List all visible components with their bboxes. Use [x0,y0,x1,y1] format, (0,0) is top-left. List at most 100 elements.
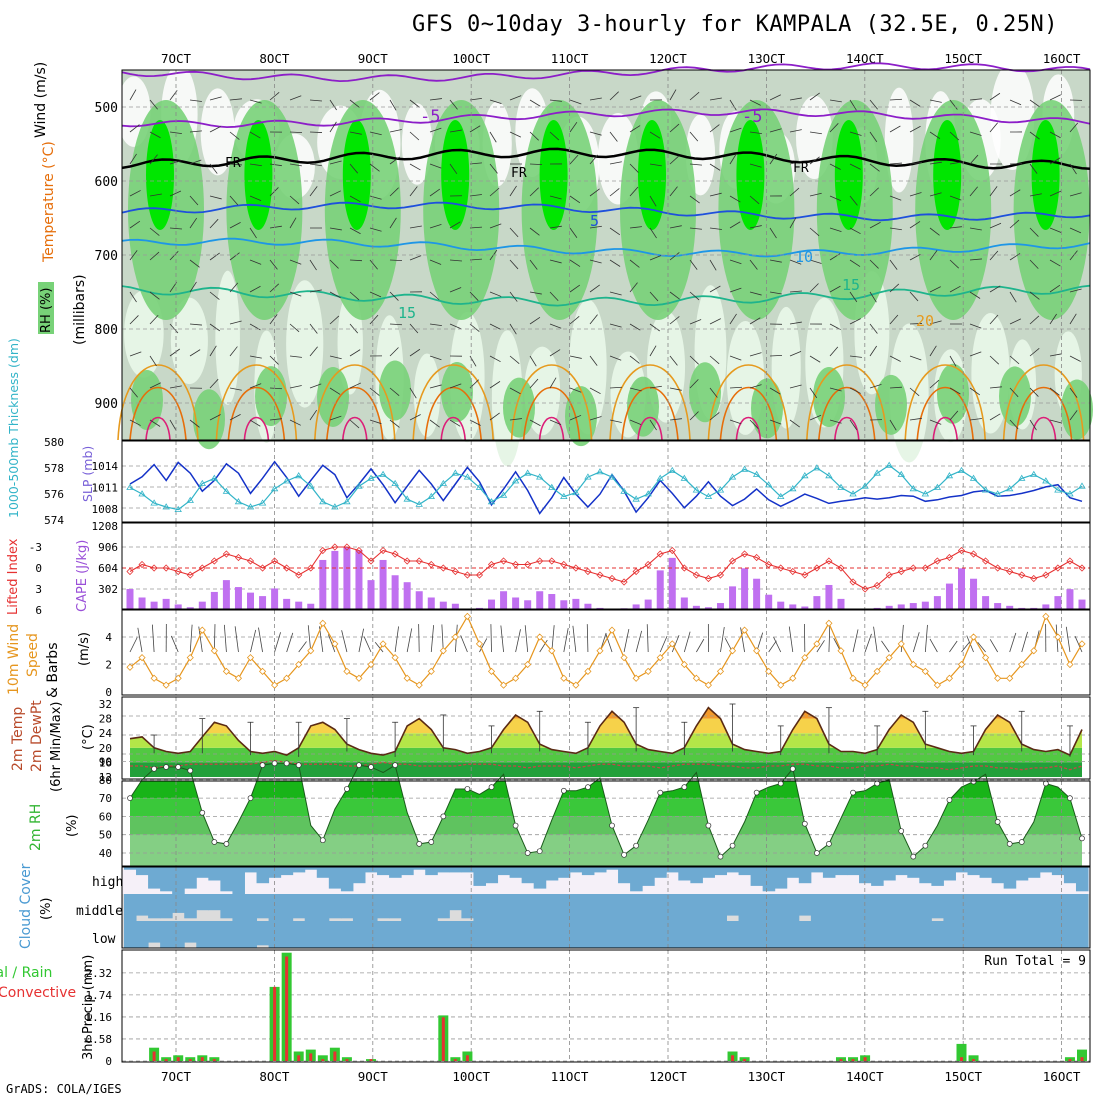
cloud-bar [569,894,583,921]
wind-speed-marker [897,640,905,648]
contour-label: 15 [842,276,860,294]
wind-barb [869,131,878,143]
wind-barb [229,346,238,357]
wind-barb [789,321,802,325]
cape-bar [198,601,206,610]
cloud-bar [304,894,318,921]
cape-bar [656,570,664,610]
wind-barb [929,161,942,165]
cloud-bar [618,921,631,948]
wind-barb [209,218,219,229]
wind-speed-marker [957,660,966,669]
wind-barb [1069,288,1082,293]
wind-speed-marker [307,647,315,655]
slp-tick: 1014 [92,460,119,473]
wind-barb [789,259,802,265]
cloud-bar [798,921,812,948]
thickness-marker [270,485,279,492]
wind-barb [929,250,938,261]
lifted-index-marker [258,564,267,572]
cloud-bar [859,894,872,921]
wind-barb [769,291,782,295]
wind-barb [569,195,581,204]
wind-barb [649,131,661,139]
cloud-bar [184,921,197,943]
lifted-index-marker [548,557,556,565]
precip-conv-bar [731,1055,735,1061]
cloud-bar [810,894,824,921]
wind-barb [409,323,419,334]
wind-barb [1029,131,1040,140]
lifted-index-marker [801,571,809,579]
wind-barb [329,99,337,111]
wind-barb [629,226,642,229]
cape-bar [885,605,893,610]
lifted-index-marker [572,564,580,572]
wind-barb [869,291,877,303]
wind-barb [369,314,379,325]
cloud-bar [425,867,438,876]
wind-barb [189,159,202,165]
wind-barb [969,98,982,101]
wind-barb [629,419,642,426]
cloud-bar [991,921,1005,948]
cloud-bar [389,867,402,878]
wind-barb-10m [773,636,782,653]
thickness-marker [644,490,652,497]
wind-barb [869,259,879,269]
wind-barb [849,259,861,267]
wind-speed-marker [1078,640,1086,648]
cloud-bar [798,867,812,884]
wind-barb [189,323,202,326]
wind-barb [689,379,699,389]
wind-barb [769,259,782,263]
thickness-marker [885,461,893,468]
wind-barb [869,163,880,172]
wind-barb [209,291,220,300]
lifted-index-marker [246,557,255,565]
wind-barb [709,227,722,230]
cloud-bar [292,867,306,873]
wind-barb [309,99,322,102]
wind-barb [529,259,538,270]
pressure-tick: 600 [95,175,118,190]
cloud-bar [654,921,667,948]
wind-barb [849,419,858,431]
wind-barb-10m [605,633,613,653]
wind-barb [449,259,462,262]
thickness-marker [126,483,134,490]
wind-barb [989,314,999,325]
rh-band [130,816,1082,835]
wind-speed-marker [1006,674,1014,682]
wind-barb-10m [441,624,444,653]
wind-barb-10m [223,624,227,653]
wind-barb [949,99,958,110]
wind-barb [589,225,602,229]
wind-barb [749,291,762,296]
cloud-unit: (%) [39,898,54,921]
cape-bar [897,604,905,610]
cape-title: CAPE (J/kg) [75,540,90,612]
wind-barb [329,291,341,299]
cape-bar [789,604,797,610]
cloud-title: Cloud Cover [18,863,34,949]
wind-speed-marker [692,674,700,682]
rh2m-marker [187,767,194,774]
wind-speed-marker [186,654,194,662]
cloud-bar [208,867,221,881]
lifted-index-marker [1006,567,1014,576]
cloud-bar [208,921,221,948]
wind-barb [329,415,342,421]
precip-conv-bar [285,956,289,1061]
wind-barb [949,131,960,141]
thickness-marker [993,490,1002,497]
cape-bar [307,603,315,610]
wind-barb [129,291,137,303]
lifted-index-marker [198,564,206,572]
lifted-index-marker [162,564,170,572]
wind-barb [749,384,762,389]
cape-bar [343,547,351,610]
cloud-bar [521,894,535,921]
wind-barb [749,259,758,270]
